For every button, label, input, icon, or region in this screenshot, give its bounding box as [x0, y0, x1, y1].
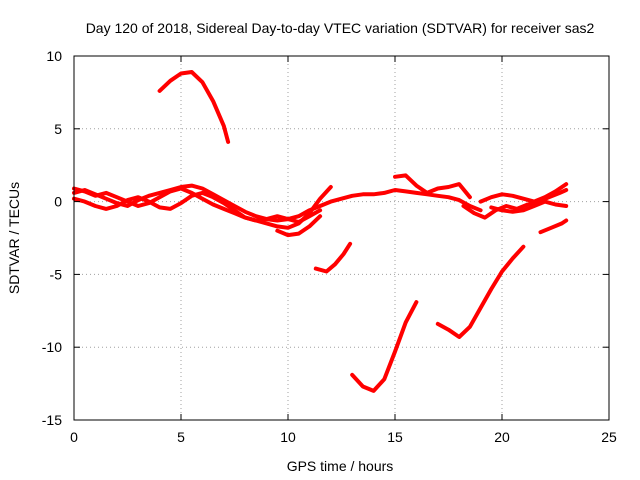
x-tick-label: 10 [280, 429, 296, 445]
y-tick-label: -15 [42, 412, 62, 428]
series-arc-5 [157, 70, 231, 144]
series-arc-10 [461, 188, 569, 220]
x-tick-label: 15 [387, 429, 403, 445]
x-axis-label: GPS time / hours [287, 458, 394, 474]
series-arc-2 [72, 185, 333, 230]
x-tick-label: 25 [601, 429, 617, 445]
series-arc-9 [435, 244, 526, 339]
series-arc-3 [72, 186, 323, 224]
series-arc-4 [275, 214, 323, 238]
series-arc-8 [393, 173, 472, 200]
y-tick-label: -10 [42, 339, 62, 355]
data-traces [72, 70, 569, 393]
grid [74, 56, 609, 420]
chart-title: Day 120 of 2018, Sidereal Day-to-day VTE… [86, 20, 595, 36]
x-tick-label: 0 [70, 429, 78, 445]
x-tick-label: 5 [177, 429, 185, 445]
y-tick-label: 0 [54, 194, 62, 210]
y-axis-label: SDTVAR / TECUs [6, 182, 22, 294]
plot-frame [73, 55, 610, 421]
axes: 0 5 10 15 20 25 -15 -10 -5 0 5 10 [42, 48, 617, 445]
x-tick-label: 20 [494, 429, 510, 445]
series-arc-13 [538, 218, 569, 235]
series-arc-6 [313, 241, 353, 274]
series-arc-11 [478, 182, 569, 204]
y-tick-label: -5 [50, 266, 63, 282]
series-arc-12 [489, 199, 569, 214]
series-arc-7 [350, 300, 419, 393]
y-tick-label: 10 [46, 48, 62, 64]
y-tick-label: 5 [54, 121, 62, 137]
